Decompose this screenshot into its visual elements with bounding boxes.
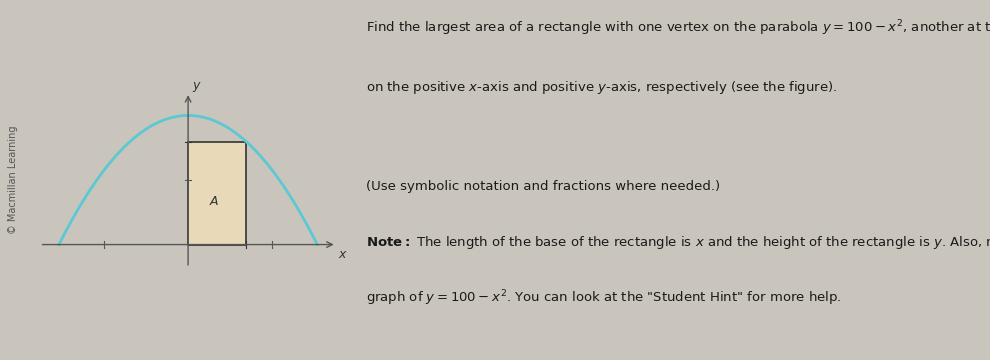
Bar <box>188 141 247 244</box>
Text: (Use symbolic notation and fractions where needed.): (Use symbolic notation and fractions whe… <box>366 180 721 193</box>
Text: © Macmillan Learning: © Macmillan Learning <box>8 126 18 234</box>
Text: on the positive $x$-axis and positive $y$-axis, respectively (see the figure).: on the positive $x$-axis and positive $y… <box>366 79 838 96</box>
Text: y: y <box>192 79 199 92</box>
Text: $\mathbf{Note:}$ The length of the base of the rectangle is $x$ and the height o: $\mathbf{Note:}$ The length of the base … <box>366 234 990 251</box>
Text: A: A <box>210 195 219 208</box>
Text: Find the largest area of a rectangle with one vertex on the parabola $y = 100 - : Find the largest area of a rectangle wit… <box>366 18 990 37</box>
Text: graph of $y = 100 - x^2$. You can look at the "Student Hint" for more help.: graph of $y = 100 - x^2$. You can look a… <box>366 288 842 307</box>
Text: x: x <box>338 248 346 261</box>
